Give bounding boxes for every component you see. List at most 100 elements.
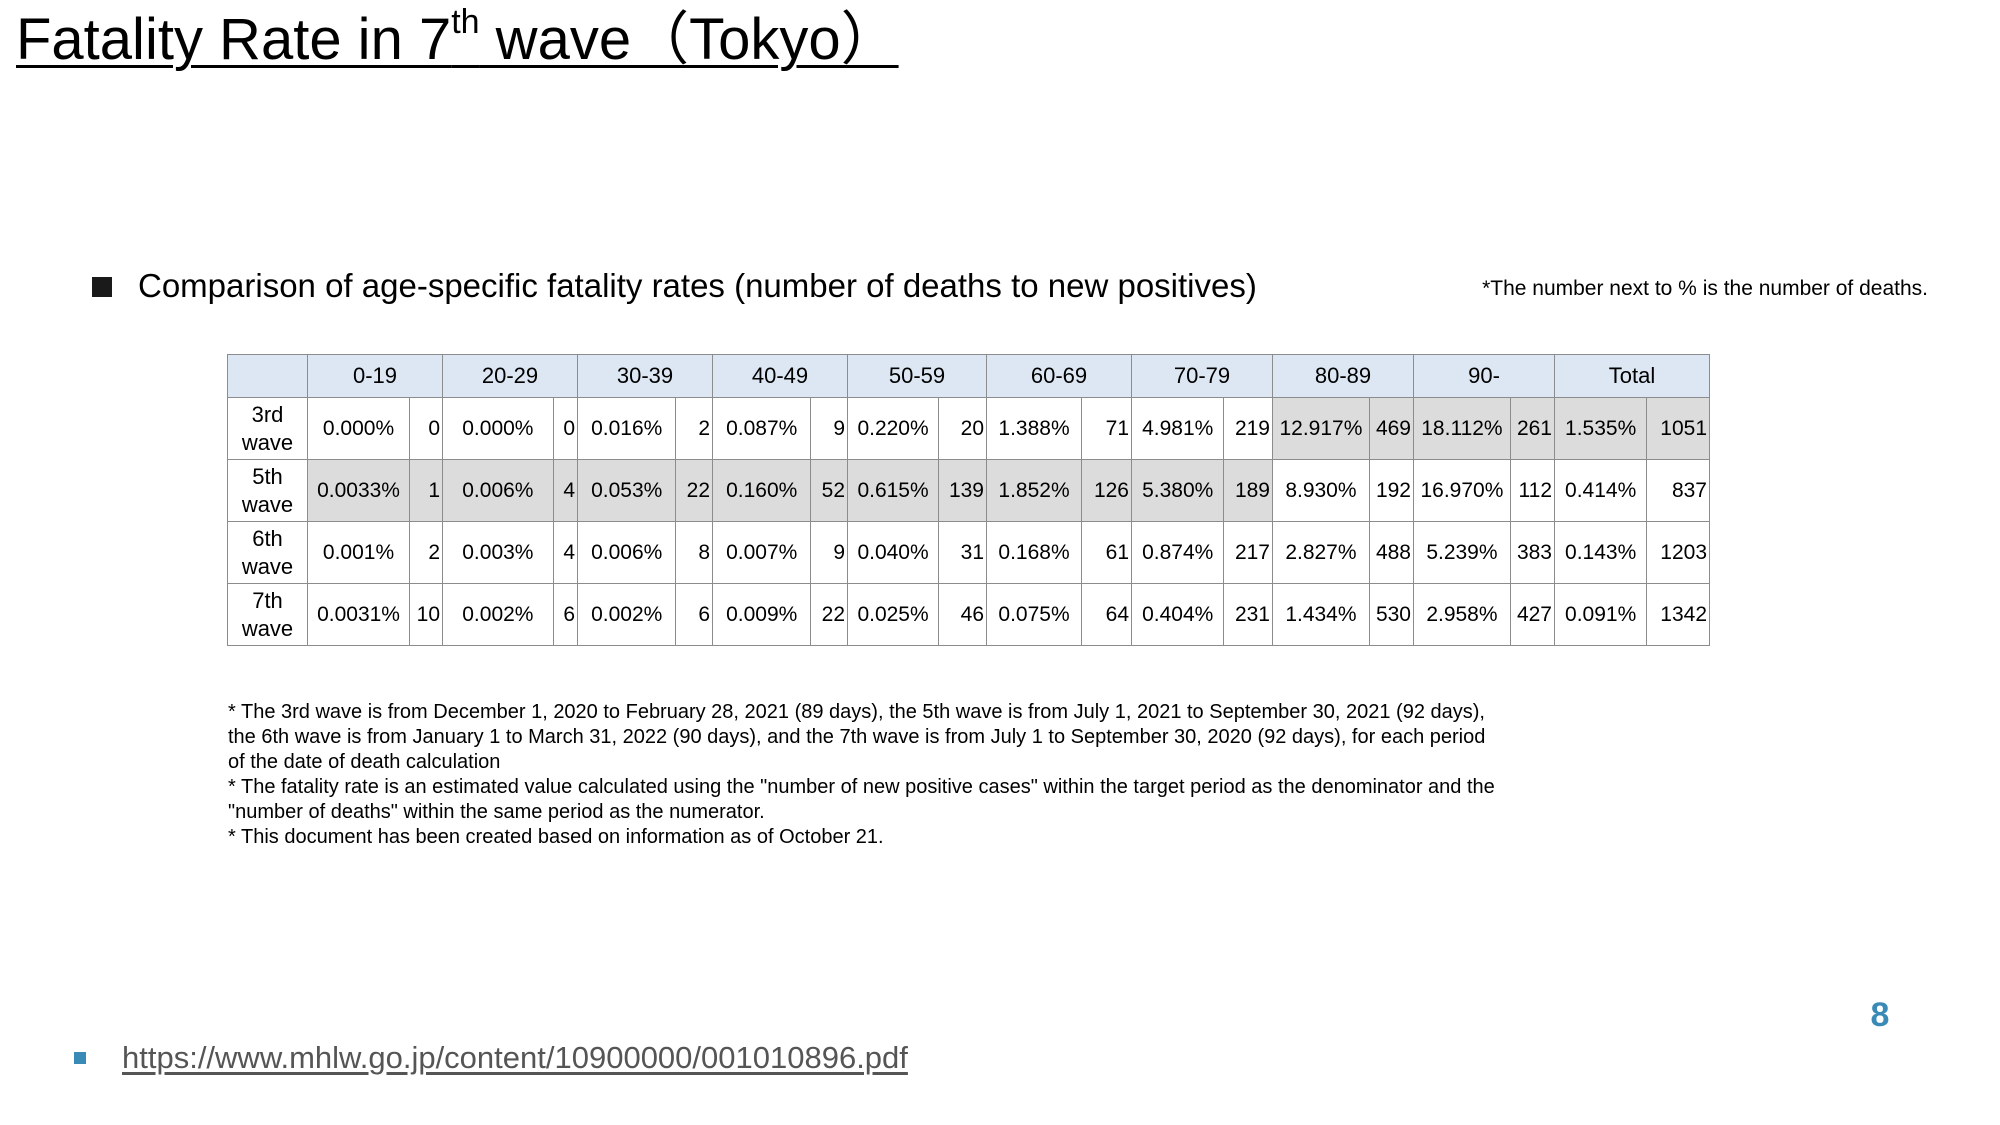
deaths-cell: 189 (1223, 459, 1273, 522)
footnote-line: the 6th wave is from January 1 to March … (228, 726, 1486, 748)
rate-cell: 0.414% (1553, 459, 1648, 522)
slide-title-prefix: Fatality Rate in 7 (16, 7, 452, 72)
deaths-cell: 4 (552, 459, 579, 522)
fatality-rate-table: 0-19 20-29 30-39 40-49 50-59 60-69 70-79… (227, 354, 1710, 646)
deaths-cell: 192 (1368, 459, 1415, 522)
deaths-cell: 2 (409, 521, 443, 584)
rate-cell: 0.168% (985, 521, 1083, 584)
row-label-line2: wave (241, 491, 294, 517)
table-row: 3rd wave 0.000% 0 0.000% 0 0.016% 2 0.087… (227, 397, 1710, 460)
table-subtitle: Comparison of age-specific fatality rate… (138, 267, 1257, 304)
rate-cell: 0.053% (576, 459, 677, 522)
deaths-cell: 1 (409, 459, 443, 522)
rate-cell: 0.220% (846, 397, 940, 460)
page-number: 8 (1870, 996, 1890, 1034)
rate-cell: 0.001% (306, 521, 411, 584)
table-row: 5th wave 0.0033% 1 0.006% 4 0.053% 22 0.1… (227, 459, 1710, 522)
deaths-note: *The number next to % is the number of d… (1482, 277, 1928, 300)
deaths-cell: 126 (1081, 459, 1132, 522)
deaths-cell: 261 (1509, 397, 1556, 460)
rate-cell: 0.160% (711, 459, 812, 522)
deaths-cell: 9 (810, 397, 848, 460)
rate-cell: 0.143% (1553, 521, 1648, 584)
row-label-line2: wave (241, 615, 294, 641)
rate-cell: 5.239% (1413, 521, 1511, 584)
deaths-cell: 530 (1368, 583, 1415, 646)
rate-cell: 16.970% (1413, 459, 1511, 522)
rate-cell: 0.087% (711, 397, 812, 460)
footnote-line: of the date of death calculation (228, 751, 501, 773)
rate-cell: 0.874% (1130, 521, 1225, 584)
deaths-cell: 61 (1081, 521, 1132, 584)
deaths-cell: 1342 (1646, 583, 1710, 646)
header-total: Total (1554, 354, 1710, 398)
rate-cell: 0.025% (846, 583, 940, 646)
deaths-cell: 46 (938, 583, 987, 646)
deaths-cell: 9 (810, 521, 848, 584)
footnote-line: * The 3rd wave is from December 1, 2020 … (228, 701, 1485, 723)
rate-cell: 1.388% (985, 397, 1083, 460)
square-bullet-icon (74, 1052, 86, 1064)
header-age-group: 80-89 (1272, 354, 1414, 398)
rate-cell: 1.535% (1553, 397, 1648, 460)
subtitle-row: Comparison of age-specific fatality rate… (92, 264, 1952, 308)
rate-cell: 0.091% (1553, 583, 1648, 646)
rate-cell: 0.006% (442, 459, 554, 522)
deaths-cell: 10 (409, 583, 443, 646)
table-row: 6th wave 0.001% 2 0.003% 4 0.006% 8 0.007… (227, 521, 1710, 584)
deaths-cell: 52 (810, 459, 848, 522)
deaths-cell: 837 (1646, 459, 1710, 522)
row-label-line2: wave (241, 429, 294, 455)
row-label: 3rd wave (227, 397, 308, 460)
deaths-cell: 8 (675, 521, 713, 584)
row-label-line1: 7th (252, 587, 283, 613)
rate-cell: 0.000% (442, 397, 554, 460)
deaths-cell: 2 (675, 397, 713, 460)
table-row: 7th wave 0.0031% 10 0.002% 6 0.002% 6 0.0… (227, 583, 1710, 646)
rate-cell: 0.615% (846, 459, 940, 522)
rate-cell: 0.016% (576, 397, 677, 460)
rate-cell: 12.917% (1272, 397, 1370, 460)
deaths-cell: 231 (1223, 583, 1273, 646)
deaths-cell: 71 (1081, 397, 1132, 460)
deaths-cell: 469 (1368, 397, 1415, 460)
rate-cell: 8.930% (1272, 459, 1370, 522)
rate-cell: 5.380% (1130, 459, 1225, 522)
header-age-group: 30-39 (577, 354, 713, 398)
row-label-line1: 3rd (251, 401, 284, 427)
square-bullet-icon (92, 277, 112, 297)
rate-cell: 0.0031% (306, 583, 411, 646)
rate-cell: 0.006% (576, 521, 677, 584)
row-label-line1: 6th (252, 525, 283, 551)
rate-cell: 2.827% (1272, 521, 1370, 584)
deaths-cell: 4 (552, 521, 579, 584)
deaths-cell: 383 (1509, 521, 1556, 584)
rate-cell: 4.981% (1130, 397, 1225, 460)
deaths-cell: 139 (938, 459, 987, 522)
row-label-line2: wave (241, 553, 294, 579)
rate-cell: 0.075% (985, 583, 1083, 646)
header-age-group: 60-69 (986, 354, 1132, 398)
deaths-cell: 6 (552, 583, 579, 646)
rate-cell: 0.007% (711, 521, 812, 584)
table-header-row: 0-19 20-29 30-39 40-49 50-59 60-69 70-79… (227, 354, 1710, 398)
rate-cell: 0.404% (1130, 583, 1225, 646)
deaths-cell: 0 (409, 397, 443, 460)
row-label: 7th wave (227, 583, 308, 646)
rate-cell: 0.003% (442, 521, 554, 584)
footnote-line: "number of deaths" within the same perio… (228, 801, 765, 823)
header-age-group: 90- (1413, 354, 1555, 398)
rate-cell: 0.002% (442, 583, 554, 646)
deaths-cell: 20 (938, 397, 987, 460)
deaths-cell: 6 (675, 583, 713, 646)
rate-cell: 2.958% (1413, 583, 1511, 646)
deaths-cell: 488 (1368, 521, 1415, 584)
rate-cell: 0.000% (306, 397, 411, 460)
header-corner (227, 354, 308, 398)
rate-cell: 1.434% (1272, 583, 1370, 646)
deaths-cell: 427 (1509, 583, 1556, 646)
footnote-line: * The fatality rate is an estimated valu… (228, 776, 1495, 798)
deaths-cell: 64 (1081, 583, 1132, 646)
source-link[interactable]: https://www.mhlw.go.jp/content/10900000/… (122, 1040, 908, 1075)
deaths-cell: 0 (552, 397, 579, 460)
